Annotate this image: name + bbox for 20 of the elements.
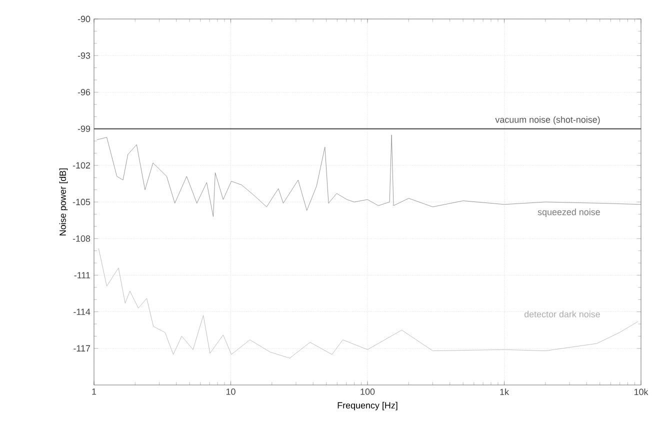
x-tick-label: 10k: [634, 388, 648, 396]
y-tick-label: -105: [72, 198, 90, 206]
y-tick-label: -96: [78, 89, 90, 96]
x-tick-label: 1k: [500, 388, 510, 395]
text: detector dark noise: [524, 310, 600, 318]
y-tick-label: -114: [74, 308, 90, 315]
y-tick-label: -117: [74, 345, 90, 352]
x-tick-label: 1: [92, 388, 96, 395]
x-tick-label: 100: [360, 388, 375, 395]
series-label: squeezed noise: [538, 208, 600, 217]
y-tick-label: -102: [72, 162, 90, 169]
y-tick-label: -93: [78, 52, 90, 59]
y-tick-label: -108: [72, 235, 90, 242]
x-tick-label: 10: [226, 388, 236, 395]
series-label: vacuum noise (shot-noise): [495, 116, 600, 125]
y-tick-label: -90: [78, 16, 90, 22]
y-axis-title: Noise power [dB]: [59, 168, 68, 236]
x-axis-title: Frequency [Hz]: [338, 402, 398, 410]
y-tick-label: -99: [78, 126, 90, 132]
y-tick-label: -111: [74, 272, 90, 278]
